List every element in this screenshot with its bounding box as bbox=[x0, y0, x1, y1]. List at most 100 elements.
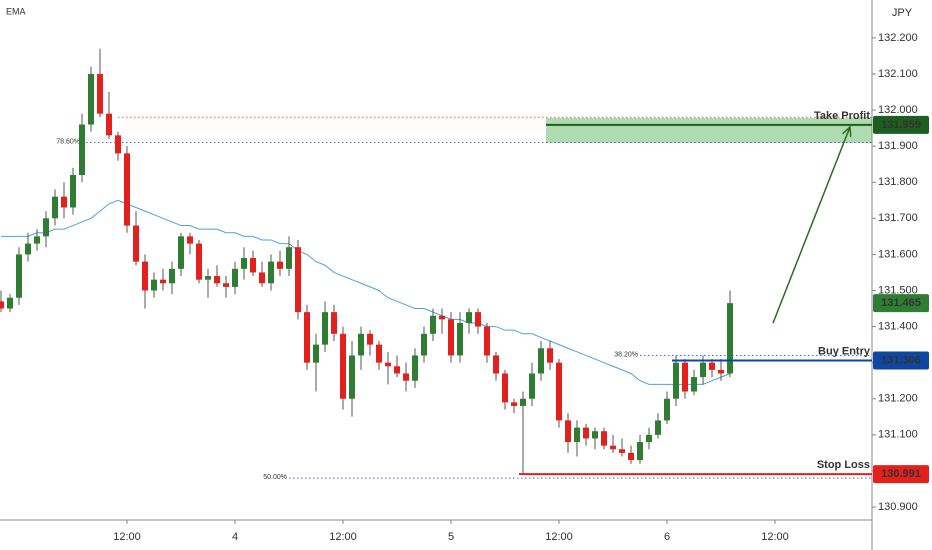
candle-body bbox=[493, 355, 499, 374]
y-tick-label: 131.200 bbox=[878, 393, 918, 405]
candle-body bbox=[61, 196, 67, 208]
candle-body bbox=[133, 225, 139, 262]
candle-body bbox=[502, 373, 508, 403]
candle-body bbox=[151, 279, 157, 291]
candle-body bbox=[547, 348, 553, 363]
candle-body bbox=[484, 326, 490, 356]
candle-body bbox=[574, 427, 580, 443]
price-tag-label: 130.991 bbox=[881, 468, 921, 480]
level-label: Buy Entry bbox=[818, 345, 871, 357]
fib-label: 50.00% bbox=[263, 474, 287, 481]
candle-body bbox=[223, 283, 229, 287]
fib-label: 78.60% bbox=[56, 138, 80, 145]
candle-body bbox=[628, 452, 634, 461]
candle-body bbox=[277, 261, 283, 269]
plot-area: 78.60% 38.20% 50.00% bbox=[0, 48, 872, 481]
price-tag bbox=[873, 351, 929, 370]
candle-body bbox=[250, 258, 256, 273]
candle-body bbox=[331, 312, 337, 334]
indicator-label: EMA bbox=[6, 6, 26, 16]
y-tick-label: 131.900 bbox=[878, 140, 918, 152]
candle-body bbox=[160, 279, 166, 284]
arrow-head bbox=[842, 125, 852, 137]
candle-body bbox=[196, 243, 202, 280]
y-tick-label: 132.100 bbox=[878, 68, 918, 80]
x-tick-label: 12:00 bbox=[545, 531, 573, 543]
current-price-label: 131.465 bbox=[881, 297, 921, 309]
candle-body bbox=[232, 268, 238, 287]
candle-body bbox=[88, 73, 94, 125]
y-tick-label: 131.700 bbox=[878, 212, 918, 224]
candle-body bbox=[79, 124, 85, 176]
candle-body bbox=[340, 333, 346, 399]
candle-body bbox=[205, 276, 211, 280]
y-tick-label: 132.200 bbox=[878, 32, 918, 44]
candle-body bbox=[538, 348, 544, 374]
current-price-tag bbox=[873, 294, 929, 313]
candle-body bbox=[448, 319, 454, 356]
candle-body bbox=[466, 312, 472, 323]
candle-body bbox=[403, 373, 409, 381]
candle-body bbox=[16, 254, 22, 298]
candle-body bbox=[430, 315, 436, 334]
y-tick-label: 130.900 bbox=[878, 501, 918, 513]
x-tick-label: 5 bbox=[448, 531, 454, 543]
candle-body bbox=[385, 362, 391, 367]
candle-body bbox=[142, 261, 148, 291]
candle-body bbox=[169, 268, 175, 284]
x-tick-label: 12:00 bbox=[113, 531, 141, 543]
candle-body bbox=[43, 218, 49, 237]
candle-body bbox=[106, 113, 112, 136]
candle-body bbox=[475, 312, 481, 327]
candle-body bbox=[97, 73, 103, 114]
candle-body bbox=[664, 398, 670, 421]
level-label: Stop Loss bbox=[817, 459, 870, 471]
x-tick-label: 4 bbox=[232, 531, 238, 543]
level-label: Take Profit bbox=[814, 110, 870, 122]
candle-body bbox=[700, 362, 706, 378]
candle-body bbox=[529, 373, 535, 399]
price-tag-label: 131.959 bbox=[881, 119, 921, 131]
candle-body bbox=[187, 236, 193, 244]
candle-body bbox=[421, 333, 427, 356]
currency-label: JPY bbox=[892, 7, 913, 19]
candle-body bbox=[619, 449, 625, 453]
price-tag-label: 131.306 bbox=[881, 354, 921, 366]
candle-body bbox=[394, 366, 400, 374]
candle-body bbox=[349, 355, 355, 399]
candle-body bbox=[358, 333, 364, 356]
price-tag bbox=[873, 115, 929, 134]
candle-body bbox=[610, 445, 616, 450]
candle-body bbox=[556, 362, 562, 421]
candle-body bbox=[583, 427, 589, 439]
y-tick-label: 131.800 bbox=[878, 176, 918, 188]
ema-line bbox=[1, 199, 731, 385]
y-tick-label: 131.400 bbox=[878, 320, 918, 332]
candle-body bbox=[259, 272, 265, 284]
candle-body bbox=[646, 434, 652, 443]
candle-body bbox=[304, 312, 310, 363]
candle-body bbox=[0, 301, 4, 309]
candle-body bbox=[655, 420, 661, 435]
candle-body bbox=[70, 175, 76, 208]
candle-body bbox=[412, 355, 418, 381]
candle-body bbox=[727, 303, 733, 374]
candle-body bbox=[709, 362, 715, 370]
y-tick-label: 131.600 bbox=[878, 248, 918, 260]
target-zone bbox=[546, 118, 872, 143]
candle-body bbox=[511, 402, 517, 406]
candle-body bbox=[178, 236, 184, 269]
candle-body bbox=[115, 135, 121, 154]
candle-body bbox=[682, 362, 688, 392]
candle-body bbox=[592, 431, 598, 439]
arrow-shaft bbox=[772, 126, 851, 324]
candle-body bbox=[457, 322, 463, 356]
x-tick-label: 6 bbox=[664, 531, 670, 543]
candle-body bbox=[565, 420, 571, 443]
candle-body bbox=[367, 333, 373, 345]
y-tick-label: 131.500 bbox=[878, 284, 918, 296]
candle-body bbox=[718, 369, 724, 374]
candle-body bbox=[286, 247, 292, 269]
